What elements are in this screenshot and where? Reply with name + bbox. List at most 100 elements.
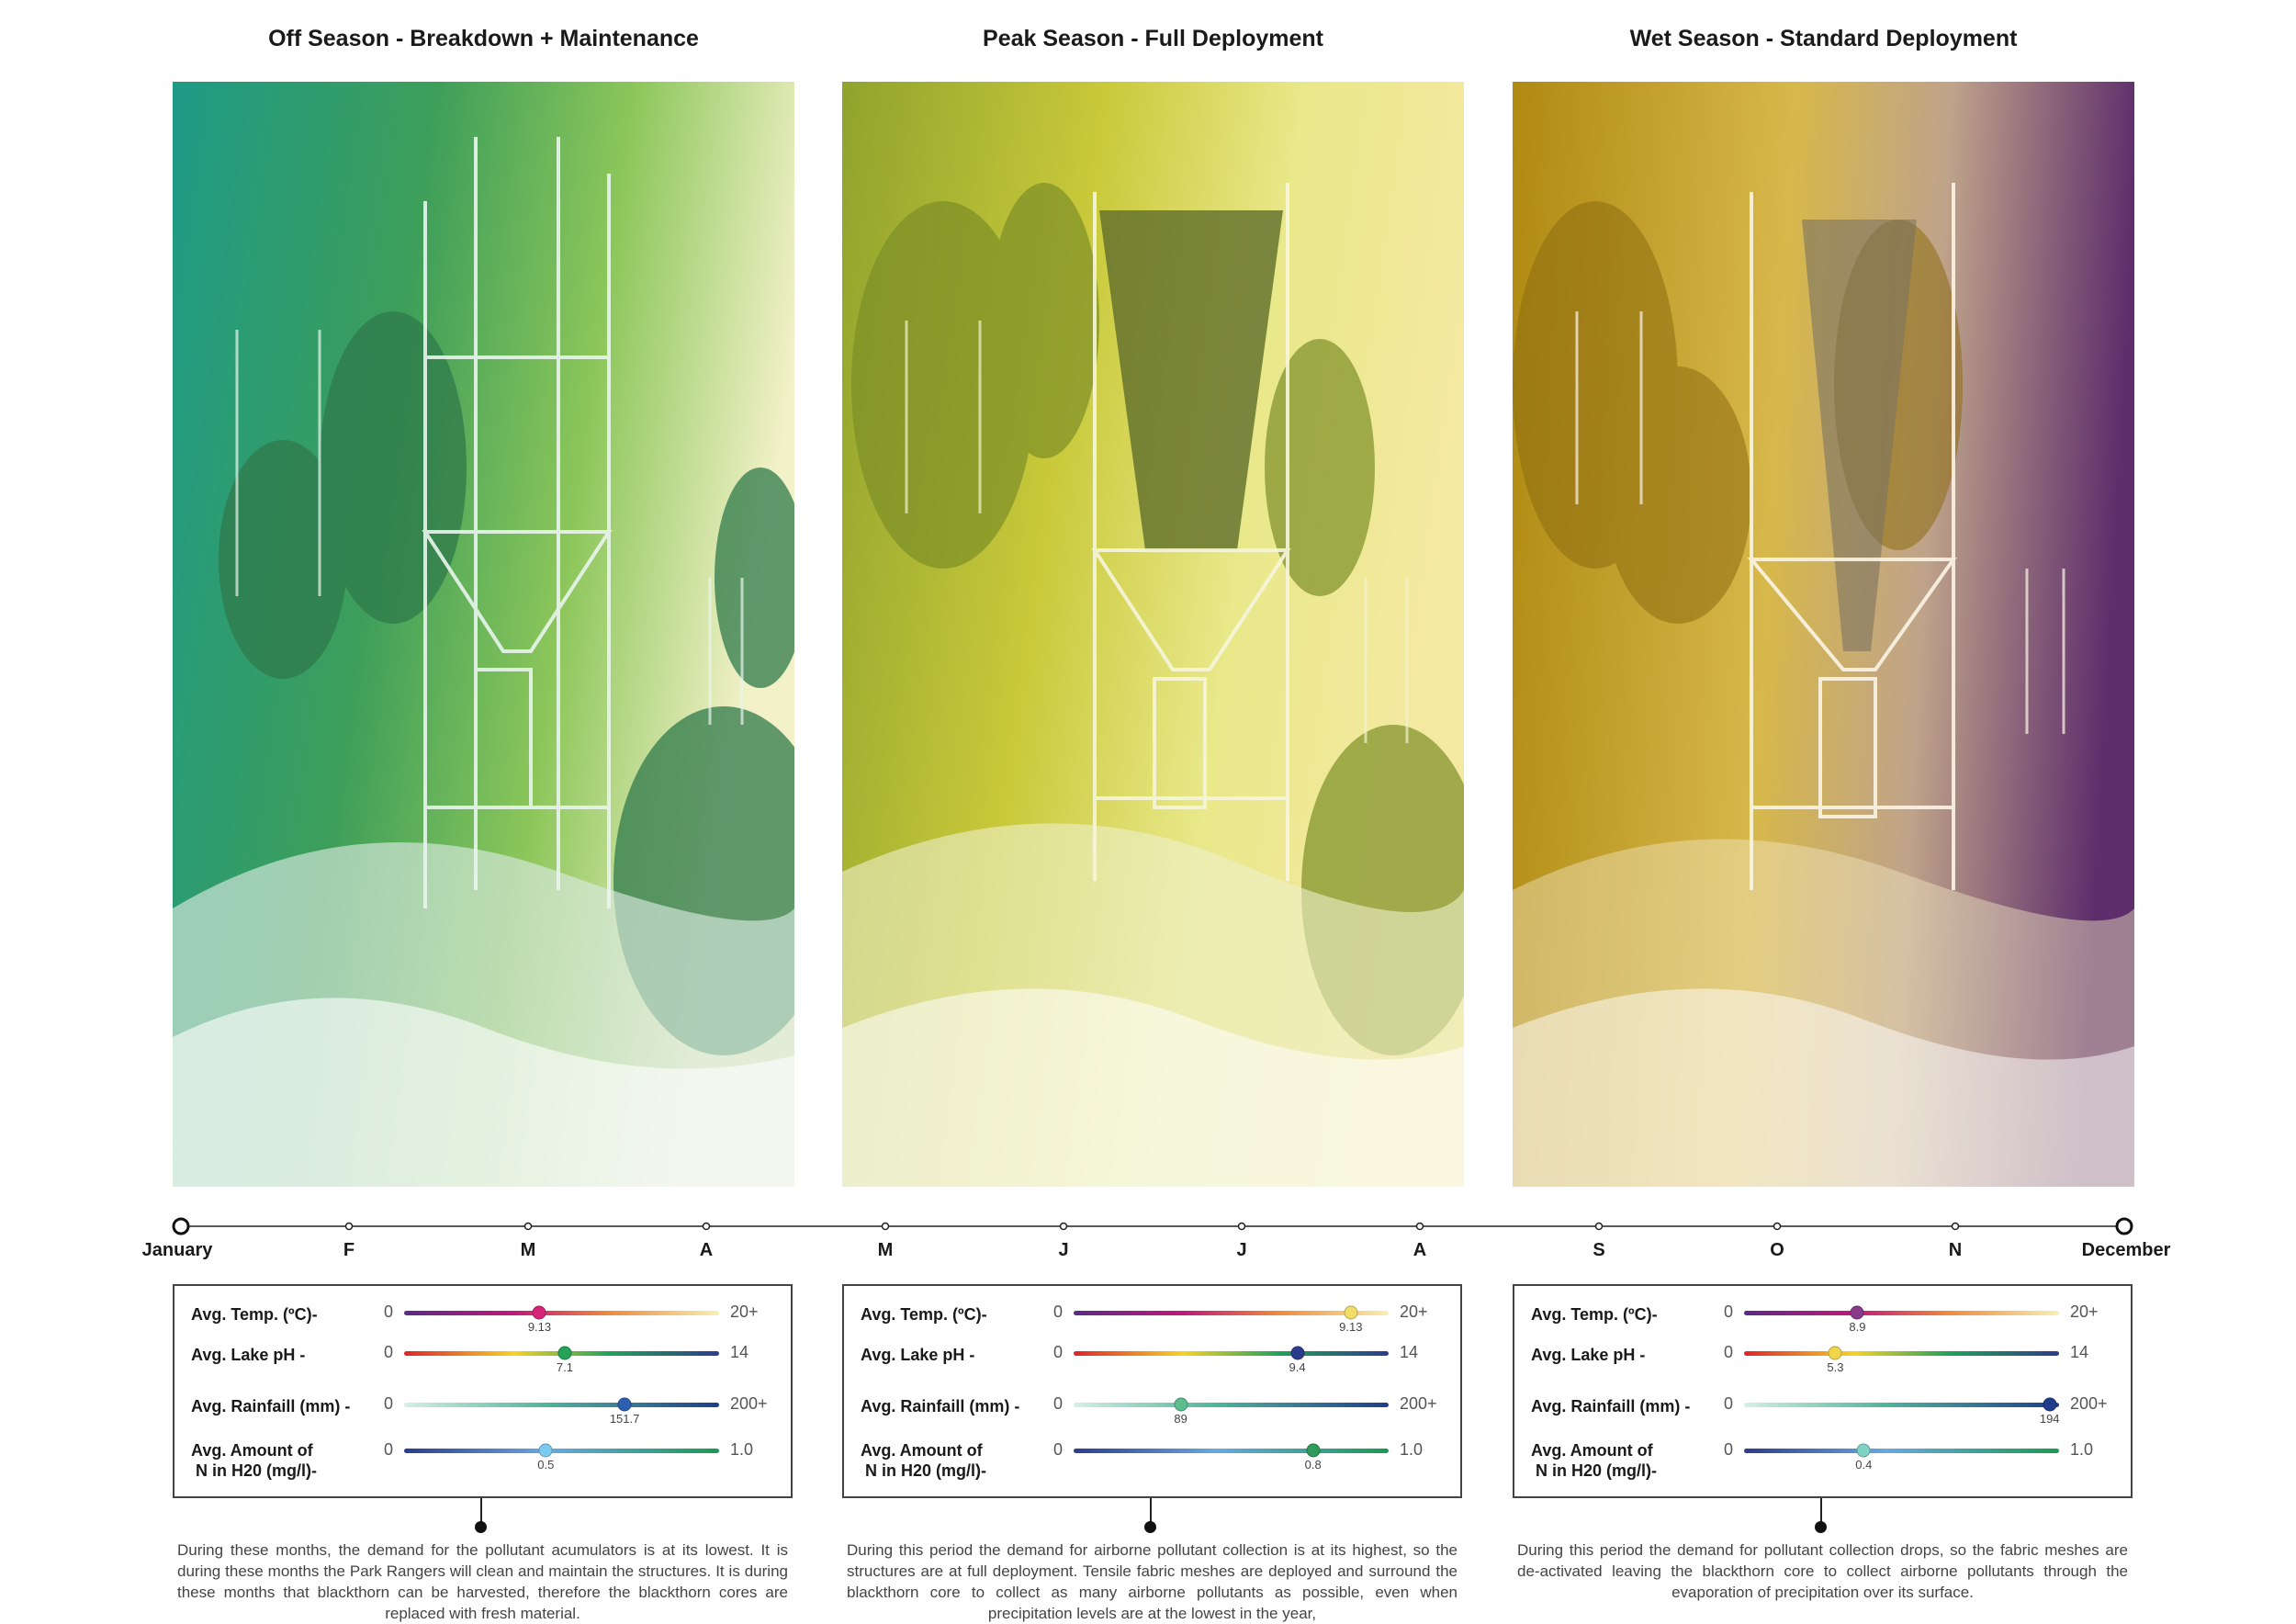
stat-marker [1850,1305,1864,1320]
description-wet-season: During this period the demand for pollut… [1517,1541,2128,1601]
off-season-illustration [173,82,794,1187]
stat-min: 0 [1053,1394,1064,1413]
stat-gradient-bar [1744,1351,2059,1356]
timeline-tick [1059,1222,1068,1231]
connector-line [480,1498,482,1526]
stat-min: 0 [384,1303,394,1321]
timeline-tick [1594,1222,1604,1231]
timeline-tick [1237,1222,1246,1231]
stat-marker [538,1443,553,1458]
stat-min: 0 [1724,1343,1734,1361]
stat-gradient-bar [1074,1311,1389,1315]
panel-wet-season [1513,82,2134,1187]
connector-dot [1144,1521,1156,1533]
timeline-tick [881,1222,890,1231]
stat-min: 0 [1724,1394,1734,1413]
stat-label: Avg. Amount of N in H20 (mg/l)- [191,1440,317,1481]
title-wet-season: Wet Season - Standard Deployment [1629,26,2018,51]
stat-row-rain: Avg. Rainfaill (mm) - 0 200+ 194 [1514,1385,2131,1427]
stat-min: 0 [1724,1440,1734,1459]
timeline-tick [344,1222,354,1231]
stat-row-temp: Avg. Temp. (ºC)- 0 20+ 8.9 [1514,1293,2131,1336]
connector-line [1820,1498,1822,1526]
stat-value: 194 [2039,1412,2060,1426]
stat-marker [532,1305,546,1320]
month-label: J [1236,1240,1247,1260]
stat-label: Avg. Lake pH - [1531,1346,1646,1364]
stat-marker [1856,1443,1871,1458]
stat-value: 8.9 [1849,1320,1866,1334]
timeline-tick [523,1222,533,1231]
stat-gradient-bar [1074,1449,1389,1453]
stat-min: 0 [1724,1303,1734,1321]
stat-label: Avg. Lake pH - [191,1346,306,1364]
stat-value: 0.8 [1304,1458,1322,1472]
stat-gradient-bar [1744,1449,2059,1453]
stat-gradient-bar [404,1403,719,1407]
stat-label-line: N in H20 (mg/l)- [865,1461,987,1480]
stat-marker [1290,1346,1305,1360]
stat-row-nitrogen: Avg. Amount of N in H20 (mg/l)- 0 1.0 0.8 [844,1431,1460,1480]
title-off-season: Off Season - Breakdown + Maintenance [268,26,699,51]
timeline-tick [702,1222,711,1231]
description-off-season: During these months, the demand for the … [177,1541,788,1622]
stat-value: 0.4 [1855,1458,1873,1472]
month-label: N [1948,1240,1963,1260]
month-label: A [1412,1240,1427,1260]
stat-max: 200+ [2070,1394,2108,1413]
stat-max: 20+ [1400,1303,1428,1321]
stat-marker [1306,1443,1321,1458]
month-label: M [520,1240,536,1260]
stat-marker [2043,1397,2057,1412]
month-label: M [877,1240,894,1260]
stat-row-nitrogen: Avg. Amount of N in H20 (mg/l)- 0 1.0 0.5 [174,1431,791,1480]
stat-value: 0.5 [537,1458,555,1472]
month-label: J [1058,1240,1069,1260]
peak-season-illustration [842,82,1464,1187]
stat-gradient-bar [1744,1311,2059,1315]
connector-dot [475,1521,487,1533]
stat-row-ph: Avg. Lake pH - 0 14 5.3 [1514,1334,2131,1376]
stat-label-line: N in H20 (mg/l)- [196,1461,318,1480]
stat-marker [1828,1346,1842,1360]
timeline-start-marker [172,1217,190,1235]
stat-label: Avg. Amount of N in H20 (mg/l)- [1531,1440,1657,1481]
stat-row-rain: Avg. Rainfaill (mm) - 0 200+ 89 [844,1385,1460,1427]
stat-marker [617,1397,632,1412]
stat-label: Avg. Rainfaill (mm) - [861,1397,1020,1415]
wet-season-illustration [1513,82,2134,1187]
stat-value: 9.4 [1289,1360,1306,1374]
stat-max: 200+ [730,1394,768,1413]
stat-label: Avg. Amount of N in H20 (mg/l)- [861,1440,986,1481]
stats-box-off-season: Avg. Temp. (ºC)- 0 20+ 9.13 Avg. Lake pH - 0 1… [173,1284,793,1498]
stat-label: Avg. Lake pH - [861,1346,975,1364]
stat-label: Avg. Rainfaill (mm) - [191,1397,351,1415]
month-label: S [1593,1240,1605,1260]
stat-label: Avg. Temp. (ºC)- [861,1305,987,1324]
stat-row-rain: Avg. Rainfaill (mm) - 0 200+ 151.7 [174,1385,791,1427]
month-label: January [141,1240,213,1260]
panel-off-season [173,82,794,1187]
connector-line [1150,1498,1152,1526]
stat-label: Avg. Temp. (ºC)- [1531,1305,1658,1324]
stat-marker [1344,1305,1358,1320]
stat-row-temp: Avg. Temp. (ºC)- 0 20+ 9.13 [174,1293,791,1336]
stats-box-peak-season: Avg. Temp. (ºC)- 0 20+ 9.13 Avg. Lake pH - 0 1… [842,1284,1462,1498]
stat-value: 151.7 [609,1412,640,1426]
stat-gradient-bar [404,1449,719,1453]
timeline-end-marker [2115,1217,2133,1235]
month-label: F [343,1240,355,1260]
stat-label-line: Avg. Amount of [861,1441,983,1460]
stat-max: 14 [2070,1343,2089,1361]
stats-box-wet-season: Avg. Temp. (ºC)- 0 20+ 8.9 Avg. Lake pH - 0 14… [1513,1284,2133,1498]
timeline-tick [1415,1222,1424,1231]
stat-row-ph: Avg. Lake pH - 0 14 9.4 [844,1334,1460,1376]
stat-marker [557,1346,572,1360]
stat-value: 7.1 [556,1360,573,1374]
stat-value: 9.13 [527,1320,552,1334]
stat-min: 0 [1053,1343,1064,1361]
stat-label-line: Avg. Amount of [191,1441,313,1460]
month-label: O [1770,1240,1784,1260]
stat-max: 1.0 [2070,1440,2094,1459]
stat-gradient-bar [1744,1403,2059,1407]
